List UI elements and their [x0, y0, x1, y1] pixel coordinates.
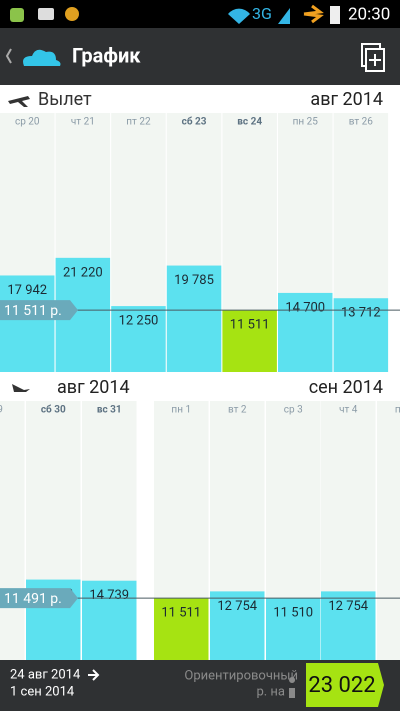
day-label: чт 21 [71, 117, 95, 128]
price-bar[interactable] [321, 591, 376, 660]
price-label: 12 754 [328, 599, 368, 614]
day-label: вс 31 [97, 405, 122, 416]
min-price-label: 11 491 р. [4, 591, 62, 607]
price-bar[interactable] [266, 598, 321, 660]
price-tag[interactable] [306, 663, 384, 707]
month-label: авг 2014 [310, 89, 383, 110]
depart-date: 24 авг 2014 [10, 667, 81, 682]
price-label: 14 739 [89, 588, 129, 603]
price-bar[interactable] [278, 292, 333, 372]
add-button[interactable] [361, 43, 385, 72]
price-note: Ориентировочный [184, 668, 298, 683]
price-label: 19 785 [174, 273, 214, 288]
price-label: 17 942 [7, 283, 47, 298]
person-icon [289, 677, 296, 698]
min-price-tag [0, 300, 78, 321]
price-label: 12 250 [119, 314, 159, 329]
return-icon [8, 382, 30, 392]
section-label: Вылет [38, 89, 92, 110]
price-label: 11 511 [161, 606, 201, 621]
return-date: 1 сен 2014 [10, 684, 75, 699]
min-price-tag [0, 588, 78, 609]
price-bar[interactable] [111, 306, 166, 372]
month-label: авг 2014 [57, 377, 130, 398]
price-bar[interactable] [82, 580, 137, 660]
price-bar[interactable] [210, 591, 265, 660]
price-bar[interactable] [154, 598, 209, 660]
price-note: р. на [256, 684, 285, 699]
day-column [377, 401, 400, 660]
day-label: пн 25 [293, 117, 319, 128]
clock: 20:30 [348, 4, 390, 24]
price-bar[interactable] [166, 265, 222, 372]
price-label: 21 220 [63, 265, 103, 280]
price-label: 13 712 [341, 306, 381, 321]
back-button[interactable] [5, 48, 12, 64]
day-label: пт 22 [126, 117, 151, 128]
day-label: ср 20 [15, 117, 40, 128]
price-label: 14 700 [285, 300, 325, 315]
day-label: 29 [0, 405, 3, 416]
day-label: сб 23 [182, 116, 207, 128]
day-label: пт 5 [395, 405, 400, 416]
price-label: 11 511 [230, 318, 270, 333]
day-label: сб 30 [41, 404, 66, 416]
depart-icon [8, 96, 30, 107]
day-label: вт 26 [349, 117, 374, 128]
day-label: ср 3 [284, 405, 303, 416]
day-label: вт 2 [228, 405, 247, 416]
month-label: сен 2014 [309, 377, 383, 398]
total-price: 23 022 [308, 673, 375, 698]
day-label: пн 1 [171, 405, 191, 416]
status-icons [10, 4, 340, 24]
price-bar[interactable] [222, 310, 277, 372]
day-column [0, 401, 25, 660]
network: 3G [252, 4, 272, 23]
app-title: График [72, 43, 141, 67]
day-label: чт 4 [339, 405, 358, 416]
min-price-label: 11 511 р. [4, 303, 62, 319]
app-bar [0, 28, 400, 85]
price-bar[interactable] [0, 275, 55, 372]
logo [23, 49, 61, 66]
day-label: вс 24 [237, 117, 262, 128]
price-label: 12 754 [217, 599, 257, 614]
price-label: 11 510 [273, 606, 313, 621]
arrow [88, 669, 100, 681]
